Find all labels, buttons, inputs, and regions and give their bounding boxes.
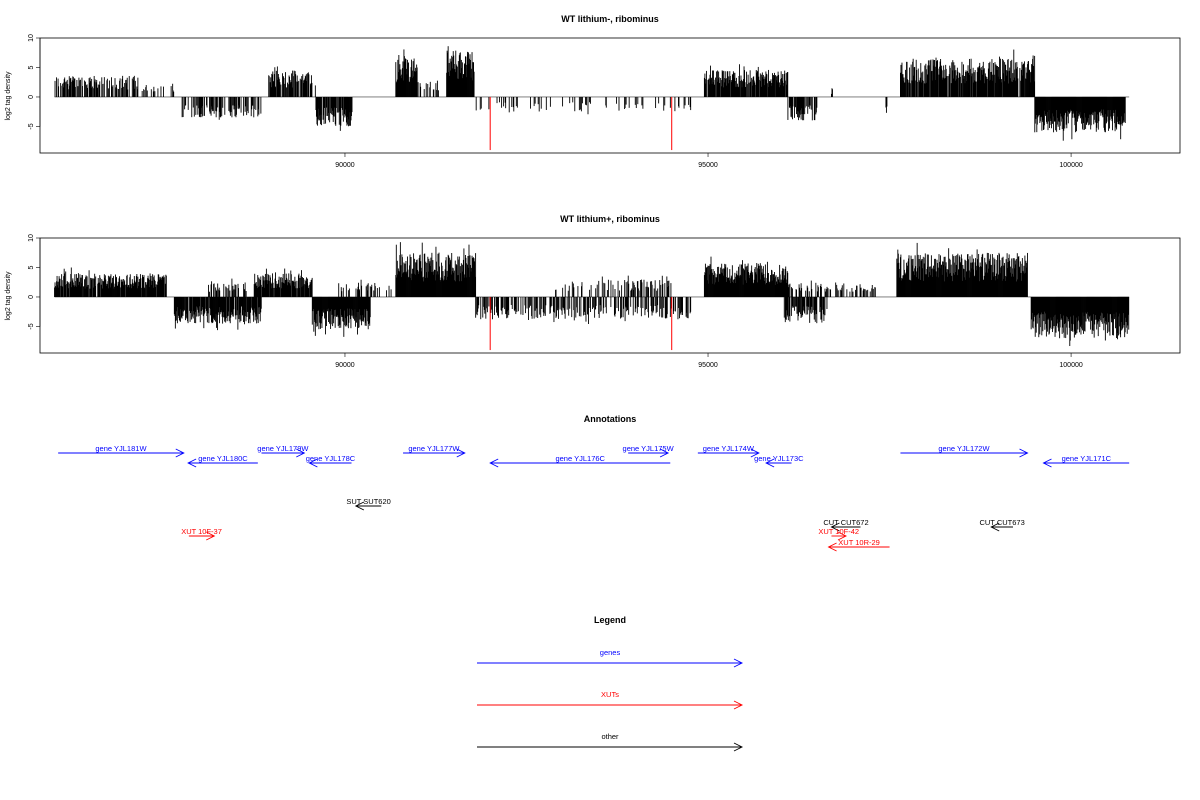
annotation-arrow-head <box>765 458 775 468</box>
annotation-label: XUT 10F-37 <box>181 527 222 536</box>
legend-item: XUTs <box>477 690 744 710</box>
track-panel-lithium-minus: WT lithium-, ribominus log2 tag density … <box>5 14 1181 169</box>
annotation-arrow-head <box>456 448 466 458</box>
annotation-gene: gene YJL180C <box>187 454 258 468</box>
annotation-gene: gene YJL176C <box>489 454 671 468</box>
annotation-label: gene YJL176C <box>555 454 605 463</box>
annotation-arrow-head <box>837 531 847 541</box>
legend-items: genes XUTs other <box>477 648 744 752</box>
annotation-label: gene YJL173C <box>754 454 804 463</box>
annotation-arrow-head <box>489 458 499 468</box>
y-tick-label: 5 <box>28 65 35 69</box>
annotation-label: gene YJL179W <box>257 444 309 453</box>
annotation-other: CUT CUT673 <box>979 518 1025 532</box>
annotation-arrow-head <box>990 522 1000 532</box>
annotation-other: SUT SUT620 <box>346 497 391 511</box>
legend-panel: Legend genes XUTs other <box>477 615 744 752</box>
annotation-gene: gene YJL173C <box>754 454 804 468</box>
legend-arrow-head <box>733 700 744 710</box>
y-tick-label: 10 <box>28 34 35 42</box>
y-tick-label: 0 <box>28 295 35 299</box>
annotation-label: gene YJL174W <box>703 444 755 453</box>
x-axis-lithium-minus: 90000 95000 100000 <box>335 153 1083 169</box>
x-tick-label: 100000 <box>1059 162 1082 169</box>
legend-label: other <box>601 732 619 741</box>
x-tick-label: 90000 <box>335 362 355 369</box>
annotation-label: gene YJL171C <box>1062 454 1112 463</box>
y-tick-label: 5 <box>28 265 35 269</box>
annotation-label: gene YJL177W <box>408 444 460 453</box>
annotation-xut: XUT 10F-42 <box>818 527 859 541</box>
annotation-label: CUT CUT672 <box>823 518 868 527</box>
legend-title: Legend <box>594 615 626 625</box>
legend-item: other <box>477 732 744 752</box>
x-tick-label: 100000 <box>1059 362 1082 369</box>
annotation-arrow-head <box>296 448 306 458</box>
track-title-lithium-minus: WT lithium-, ribominus <box>561 14 659 24</box>
annotation-label: gene YJL180C <box>198 454 248 463</box>
annotation-gene: gene YJL174W <box>697 444 760 458</box>
y-tick-label: -5 <box>28 323 35 329</box>
annotation-gene: gene YJL181W <box>58 444 185 458</box>
annotation-arrow-head <box>175 448 185 458</box>
annotation-label: gene YJL181W <box>95 444 147 453</box>
annotation-arrow-head <box>659 448 670 458</box>
x-tick-label: 90000 <box>335 162 355 169</box>
annotation-other: CUT CUT672 <box>823 518 869 532</box>
annotation-arrow-head <box>827 542 837 552</box>
legend-arrow-head <box>733 742 744 752</box>
x-tick-label: 95000 <box>698 162 718 169</box>
annotation-label: gene YJL172W <box>938 444 990 453</box>
annotation-gene: gene YJL171C <box>1042 454 1130 468</box>
y-tick-label: -5 <box>28 123 35 129</box>
annotation-gene: gene YJL172W <box>900 444 1029 458</box>
y-axis-label-lithium-plus: log2 tag density <box>5 271 12 321</box>
annotation-arrow-head <box>308 458 318 468</box>
annotation-gene: gene YJL177W <box>403 444 466 458</box>
annotation-label: gene YJL178C <box>306 454 356 463</box>
annotation-label: XUT 10F-42 <box>818 527 859 536</box>
annotations-panel: Annotations gene YJL181W gene YJL180C gene… <box>58 414 1130 552</box>
highlight-lines-lithium-minus <box>489 96 673 151</box>
track-title-lithium-plus: WT lithium+, ribominus <box>560 214 660 224</box>
annotation-arrow-head <box>1019 448 1029 458</box>
annotation-gene: gene YJL175W <box>623 444 675 458</box>
annotation-arrow-head <box>1042 458 1052 468</box>
legend-label: XUTs <box>601 690 619 699</box>
legend-arrow-head <box>733 658 744 668</box>
annotation-label: CUT CUT673 <box>979 518 1024 527</box>
annotation-gene: gene YJL179W <box>257 444 309 458</box>
annotation-xut: XUT 10F-37 <box>181 527 222 541</box>
annotation-arrow-head <box>187 458 197 468</box>
track-panel-lithium-plus: WT lithium+, ribominus log2 tag density … <box>5 214 1181 369</box>
annotation-label: XUT 10R-29 <box>838 538 880 547</box>
x-tick-label: 95000 <box>698 362 718 369</box>
annotation-gene: gene YJL178C <box>306 454 356 468</box>
annotation-arrow-head <box>750 448 760 458</box>
annotation-arrow-head <box>830 522 840 532</box>
x-axis-lithium-plus: 90000 95000 100000 <box>335 353 1083 369</box>
y-tick-label: 10 <box>28 234 35 242</box>
y-axis-lithium-plus: 10 5 0 -5 <box>28 234 41 330</box>
legend-item: genes <box>477 648 744 668</box>
density-bars-lithium-minus <box>54 46 1130 141</box>
y-axis-lithium-minus: 10 5 0 -5 <box>28 34 41 130</box>
annotation-label: gene YJL175W <box>623 444 675 453</box>
annotation-arrow-head <box>206 531 216 541</box>
legend-label: genes <box>600 648 621 657</box>
annotations-title: Annotations <box>584 414 637 424</box>
density-bars-lithium-plus <box>54 242 1130 347</box>
annotation-arrow-head <box>354 501 365 511</box>
annotation-xut: XUT 10R-29 <box>827 538 890 552</box>
y-tick-label: 0 <box>28 95 35 99</box>
annotation-label: SUT SUT620 <box>346 497 390 506</box>
highlight-lines-lithium-plus <box>489 296 673 351</box>
y-axis-label-lithium-minus: log2 tag density <box>5 71 12 121</box>
